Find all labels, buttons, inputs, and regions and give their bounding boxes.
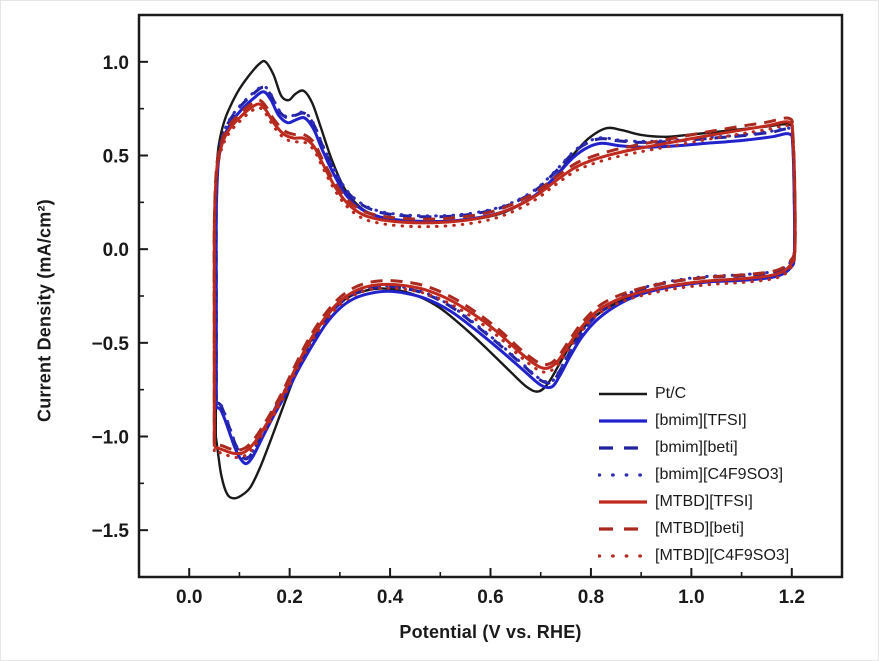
- x-tick-label: 1.2: [779, 587, 805, 608]
- legend-line-sample: [599, 499, 647, 504]
- x-tick-label: 1.0: [678, 587, 704, 608]
- x-tick-label: 0.2: [276, 587, 302, 608]
- legend-line-sample: [599, 392, 647, 395]
- legend-label: [bmim][C4F9SO3]: [655, 466, 784, 483]
- legend-item: [bmim][TFSI]: [598, 407, 789, 434]
- legend-line-sample: [599, 526, 647, 531]
- y-axis-title: Current Density (mA/cm²): [34, 199, 55, 423]
- y-tick-label: 0.0: [103, 240, 129, 261]
- legend: Pt/C [bmim][TFSI] [bmim][beti] [bmim][C4F9S…: [598, 380, 789, 569]
- legend-line-sample: [599, 445, 647, 450]
- legend-item: [MTBD][TFSI]: [598, 488, 789, 515]
- legend-item: [bmim][C4F9SO3]: [598, 461, 789, 488]
- legend-line-sample: [598, 553, 648, 558]
- legend-label: [MTBD][C4F9SO3]: [655, 547, 790, 564]
- y-tick-label: −0.5: [91, 334, 129, 355]
- legend-item: Pt/C: [598, 380, 789, 407]
- legend-label: [bmim][TFSI]: [655, 412, 747, 429]
- legend-line-sample: [598, 472, 648, 477]
- y-tick-label: −1.5: [91, 521, 129, 542]
- legend-label: [MTBD][TFSI]: [655, 493, 753, 510]
- legend-item: [bmim][beti]: [598, 434, 789, 461]
- legend-line-sample: [599, 418, 647, 423]
- curve-bmim-beti: [214, 85, 797, 461]
- y-tick-label: 1.0: [103, 53, 129, 74]
- x-tick-label: 0.0: [176, 587, 202, 608]
- y-tick-label: 0.5: [103, 147, 130, 168]
- x-tick-label: 0.8: [578, 587, 604, 608]
- legend-label: [bmim][beti]: [655, 439, 738, 456]
- x-tick-label: 0.4: [377, 587, 404, 608]
- curve-mtbd-c4f9so3: [212, 106, 797, 460]
- legend-item: [MTBD][beti]: [598, 515, 789, 542]
- x-tick-label: 0.6: [477, 587, 503, 608]
- y-tick-label: −1.0: [91, 428, 129, 449]
- x-axis-title: Potential (V vs. RHE): [399, 622, 582, 642]
- legend-label: Pt/C: [655, 385, 687, 402]
- legend-label: [MTBD][beti]: [655, 520, 744, 537]
- legend-item: [MTBD][C4F9SO3]: [598, 542, 789, 569]
